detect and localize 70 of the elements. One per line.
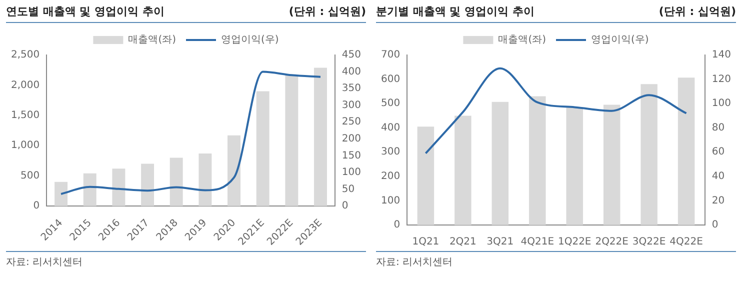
x-tick-label: 1Q22E: [558, 236, 592, 248]
line-series: [60, 70, 322, 195]
y2-tick-label: 40: [712, 171, 725, 182]
y-tick-label: 0: [394, 220, 400, 231]
bar: [54, 182, 68, 206]
line-series: [424, 67, 688, 154]
legend-label: 매출액(좌): [128, 34, 176, 46]
x-tick-label: 2Q21: [449, 236, 476, 248]
y2-tick-label: 150: [342, 150, 362, 162]
bar: [314, 68, 327, 206]
bar: [198, 153, 212, 206]
y-tick-label: 300: [380, 146, 400, 158]
text: 자료: 리서치센터: [6, 251, 366, 269]
text: 자료: 리서치센터: [376, 251, 736, 269]
bar: [640, 84, 658, 225]
y-tick-label: 2,500: [10, 50, 40, 61]
bar: [492, 102, 509, 225]
y2-tick-label: 300: [342, 100, 362, 111]
bar: [417, 126, 434, 225]
bar: [256, 91, 270, 206]
legend-label: 매출액(좌): [498, 34, 546, 46]
chart-subtitle: (단위 : 십억원): [288, 4, 366, 19]
legend-label: 영업이익(우): [591, 34, 649, 46]
y-tick-label: 100: [380, 195, 400, 206]
bar: [228, 135, 240, 206]
bar: [170, 158, 183, 206]
y-tick-label: 1,000: [10, 140, 40, 152]
y2-tick-label: 60: [712, 146, 725, 158]
bar: [566, 107, 583, 225]
chart-subtitle: (단위 : 십억원): [658, 4, 736, 19]
chart-title: 연도별 매출액 및 영업이익 추이: [6, 4, 164, 19]
x-tick-label: 4Q22E: [670, 236, 703, 248]
bar: [529, 96, 546, 225]
y-tick-label: 500: [380, 98, 400, 110]
chart-title: 분기별 매출액 및 영업이익 추이: [376, 4, 534, 19]
y-tick-label: 1,500: [10, 110, 40, 122]
x-tick-label: 1Q21: [412, 236, 440, 248]
bar: [678, 78, 695, 225]
y-tick-label: 600: [380, 74, 400, 85]
bar: [112, 168, 126, 206]
bar: [141, 164, 154, 206]
y-tick-label: 400: [380, 122, 400, 134]
y2-tick-label: 0: [712, 220, 718, 231]
bar: [83, 173, 96, 206]
y2-tick-label: 100: [342, 167, 362, 178]
y2-tick-label: 120: [712, 74, 732, 85]
x-tick-label: 2Q22E: [595, 236, 628, 248]
x-tick-label: 3Q22E: [632, 236, 666, 248]
bar: [285, 76, 298, 206]
y2-tick-label: 80: [712, 122, 725, 134]
x-tick-label: 4Q21E: [520, 236, 554, 248]
y2-tick-label: 250: [342, 116, 362, 128]
y2-tick-label: 400: [342, 66, 362, 78]
y-tick-label: 0: [33, 200, 40, 212]
y2-tick-label: 100: [712, 98, 732, 110]
y2-tick-label: 20: [712, 195, 725, 206]
y2-tick-label: 140: [712, 50, 732, 61]
bar: [603, 104, 620, 225]
legend-label: 영업이익(우): [221, 34, 279, 46]
y2-tick-label: 50: [342, 184, 355, 195]
y2-tick-label: 0: [342, 200, 348, 212]
y2-tick-label: 450: [342, 50, 362, 61]
y-tick-label: 200: [380, 171, 400, 182]
y-tick-label: 700: [380, 50, 400, 61]
y-tick-label: 500: [20, 170, 40, 182]
y-tick-label: 2,000: [10, 80, 40, 91]
y2-tick-label: 200: [342, 134, 362, 145]
bar: [454, 116, 472, 225]
y2-tick-label: 350: [342, 83, 362, 94]
x-tick-label: 3Q21: [486, 236, 514, 248]
